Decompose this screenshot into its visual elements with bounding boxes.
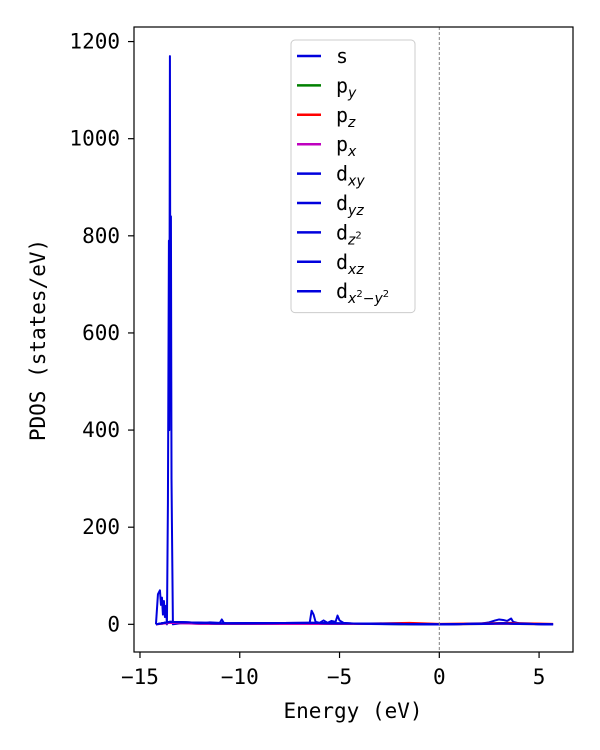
- y-tick-label: 600: [82, 321, 120, 345]
- x-tick-label: 5: [533, 665, 546, 689]
- series-layer: [154, 55, 554, 626]
- y-tick-label: 800: [82, 224, 120, 248]
- x-axis-ticks: −15 −10 −5 0 5: [121, 652, 545, 689]
- y-axis-ticks: 0 200 400 600 800 1000 1200: [69, 30, 134, 636]
- y-tick-label: 400: [82, 418, 120, 442]
- x-tick-label: −5: [327, 665, 352, 689]
- y-axis-label: PDOS (states/eV): [26, 239, 50, 441]
- legend-entry: s: [336, 44, 348, 68]
- x-axis-label: Energy (eV): [283, 699, 422, 723]
- axes-frame: [133, 26, 574, 653]
- legend-box: [290, 39, 416, 314]
- y-tick-label: 200: [82, 515, 120, 539]
- x-tick-label: 0: [433, 665, 446, 689]
- series-line-8: [155, 620, 554, 626]
- x-tick-label: −10: [221, 665, 259, 689]
- y-tick-label: 1000: [69, 127, 120, 151]
- y-tick-label: 1200: [69, 30, 120, 54]
- x-tick-label: −15: [121, 665, 159, 689]
- y-tick-label: 0: [107, 612, 120, 636]
